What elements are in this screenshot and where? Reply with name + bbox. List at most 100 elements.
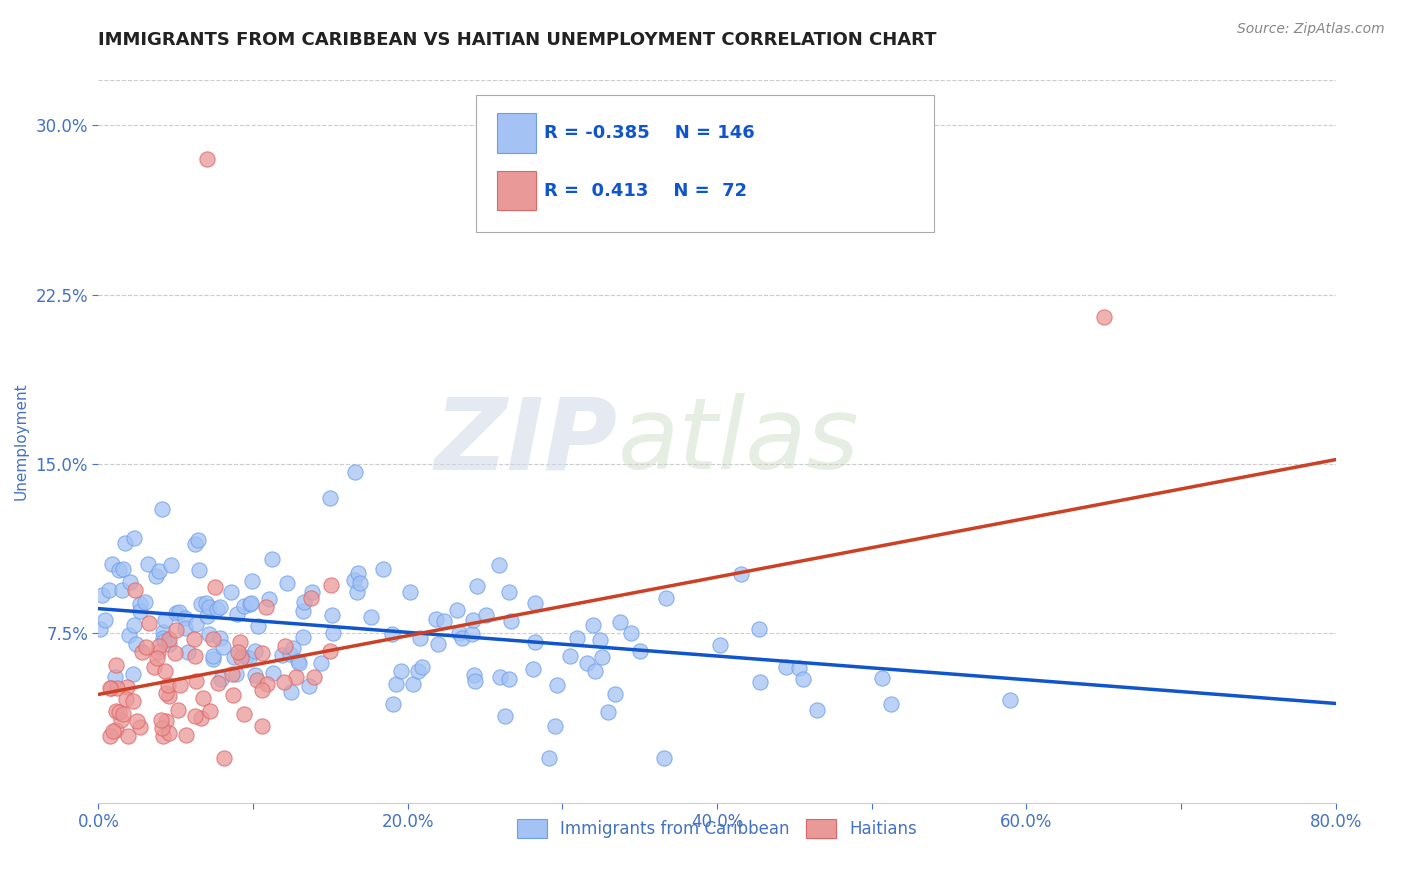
Point: [152, 624, 174, 639]
Point: [127, 714, 149, 728]
Point: [389, 665, 412, 679]
Point: [537, 750, 560, 764]
Point: [425, 612, 447, 626]
Point: [292, 604, 315, 618]
Point: [153, 613, 176, 627]
Point: [465, 579, 488, 593]
Point: [190, 711, 212, 725]
Point: [111, 561, 134, 575]
Point: [155, 686, 177, 700]
Point: [411, 660, 433, 674]
Point: [343, 573, 366, 587]
Point: [322, 626, 344, 640]
Point: [998, 693, 1021, 707]
Point: [177, 645, 200, 659]
Point: [190, 597, 212, 611]
Point: [558, 648, 581, 663]
Point: [221, 667, 243, 681]
Point: [212, 640, 235, 654]
Point: [105, 704, 128, 718]
Point: [299, 591, 322, 606]
Point: [245, 644, 267, 658]
Point: [122, 667, 145, 681]
Point: [165, 607, 187, 621]
Point: [381, 627, 404, 641]
Point: [145, 568, 167, 582]
Point: [89, 622, 111, 636]
Point: [498, 585, 520, 599]
Point: [90, 588, 112, 602]
Point: [169, 678, 191, 692]
Point: [225, 607, 247, 622]
Point: [201, 632, 224, 646]
Point: [173, 621, 195, 635]
Point: [402, 677, 425, 691]
Point: [166, 703, 188, 717]
Point: [129, 597, 152, 611]
Point: [806, 703, 828, 717]
Point: [97, 583, 120, 598]
Point: [209, 599, 232, 614]
Point: [233, 599, 256, 613]
Point: [150, 722, 173, 736]
Point: [463, 667, 485, 681]
Point: [281, 640, 304, 655]
Point: [280, 685, 302, 699]
Point: [748, 623, 770, 637]
Point: [238, 651, 260, 665]
Point: [628, 644, 651, 658]
Point: [160, 558, 183, 572]
Point: [183, 537, 205, 551]
Point: [208, 631, 231, 645]
Point: [124, 637, 146, 651]
Point: [309, 656, 332, 670]
Point: [488, 558, 510, 572]
Point: [544, 718, 567, 732]
Point: [122, 618, 145, 632]
Point: [146, 651, 169, 665]
Point: [501, 614, 523, 628]
Point: [117, 730, 139, 744]
Point: [226, 645, 249, 659]
Point: [319, 491, 342, 505]
Point: [589, 632, 612, 647]
Point: [498, 672, 520, 686]
Point: [709, 639, 731, 653]
Point: [287, 656, 309, 670]
Point: [870, 671, 893, 685]
Point: [274, 639, 297, 653]
Point: [155, 665, 177, 679]
Point: [156, 677, 179, 691]
Point: [114, 692, 136, 706]
Point: [184, 616, 207, 631]
Point: [250, 646, 273, 660]
Point: [157, 726, 180, 740]
Point: [344, 465, 367, 479]
Text: ZIP: ZIP: [434, 393, 619, 490]
Point: [148, 639, 170, 653]
Point: [135, 640, 157, 655]
Point: [194, 596, 217, 610]
Point: [524, 596, 547, 610]
Point: [209, 672, 232, 686]
Point: [122, 531, 145, 545]
Point: [174, 727, 197, 741]
Point: [302, 670, 325, 684]
Point: [284, 670, 307, 684]
Point: [229, 635, 252, 649]
Point: [603, 687, 626, 701]
Point: [427, 637, 450, 651]
Point: [224, 667, 246, 681]
Bar: [496, 170, 537, 211]
Point: [188, 563, 211, 577]
Point: [450, 631, 472, 645]
Point: [575, 656, 598, 670]
Point: [262, 665, 284, 680]
Point: [464, 673, 486, 688]
Point: [609, 615, 631, 629]
Point: [254, 599, 277, 614]
Point: [792, 673, 814, 687]
Point: [239, 597, 262, 611]
Point: [157, 632, 180, 647]
Point: [406, 665, 429, 679]
